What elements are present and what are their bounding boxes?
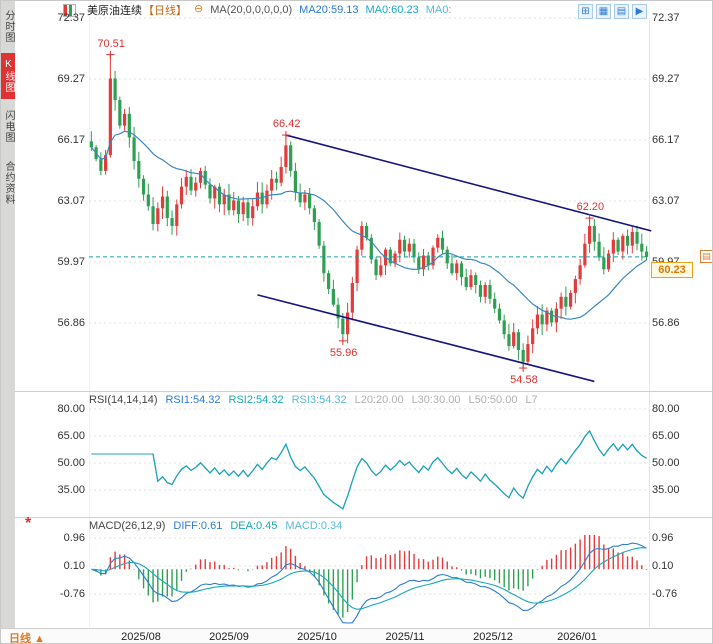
macd-axis-label: 0.10 xyxy=(63,560,85,572)
macd-axis-label: 0.96 xyxy=(652,532,674,544)
layout-panes-icon[interactable]: ▤ xyxy=(614,4,629,19)
rsi2-value: RSI2:54.32 xyxy=(228,394,284,406)
chart-header: 美原油连续 【日线】 ⊖ MA(20,0,0,0,0,0) MA20:59.13… xyxy=(87,3,452,17)
macd-axis-label: -0.76 xyxy=(652,588,678,600)
rsi-axis-label: 80.00 xyxy=(57,403,85,415)
toolbar: ⊞ ▦ ▤ ▶ xyxy=(578,4,647,19)
timeframe-icon[interactable]: ⊖ xyxy=(194,3,204,15)
rsi-axis-label: 35.00 xyxy=(652,484,680,496)
price-axis-label: 56.86 xyxy=(652,317,680,329)
rsi3-value: RSI3:54.32 xyxy=(291,394,347,406)
rsi-axis-label: 80.00 xyxy=(652,403,680,415)
price-axis-label: 63.07 xyxy=(57,195,85,207)
x-axis-label: 2025/10 xyxy=(297,631,337,643)
x-axis-label: 2026/01 xyxy=(557,631,597,643)
price-axis-label: 66.17 xyxy=(652,134,680,146)
ma0-empty: MA0: xyxy=(425,3,452,16)
diff-value: DIFF:0.61 xyxy=(173,520,223,532)
rsi-l30-label: L30:30.00 xyxy=(411,394,461,406)
rsi-l70-label: L7 xyxy=(525,394,538,406)
arrow-up-icon: ▲ xyxy=(34,633,45,644)
x-axis-label: 2025/08 xyxy=(121,631,161,643)
panel-separator[interactable] xyxy=(15,517,712,518)
rsi-axis-label: 35.00 xyxy=(57,484,85,496)
price-axis-label: 63.07 xyxy=(652,195,680,207)
price-axis-label: 69.27 xyxy=(652,73,680,85)
price-annotation: 66.42 xyxy=(272,118,301,131)
x-axis-bar xyxy=(1,628,712,643)
price-axis-label: 69.27 xyxy=(57,73,85,85)
ma0-value: MA0:60.23 xyxy=(365,3,419,16)
x-axis-label: 2025/09 xyxy=(209,631,249,643)
macd-value: MACD:0.34 xyxy=(285,520,343,532)
rsi-axis-label: 65.00 xyxy=(652,430,680,442)
sidebar-item-contract-info[interactable]: 合约资料 xyxy=(3,161,14,205)
panel-separator[interactable] xyxy=(15,391,712,392)
price-annotation: 54.58 xyxy=(510,374,538,387)
price-axis-label: 72.37 xyxy=(652,12,680,24)
sidebar-item-time-chart[interactable]: 分时图 xyxy=(3,9,14,43)
last-price-tag: 60.23 xyxy=(651,262,693,278)
rsi-axis-label: 50.00 xyxy=(57,457,85,469)
ma20-value: MA20:59.13 xyxy=(299,3,359,16)
price-annotation: 62.20 xyxy=(576,201,605,214)
sidebar: 分时图 K线图 闪电图 合约资料 xyxy=(1,1,15,628)
macd-header: MACD(26,12,9) DIFF:0.61 DEA:0.45 MACD:0.… xyxy=(89,520,342,532)
period-label: 日线 xyxy=(9,633,31,644)
dea-value: DEA:0.45 xyxy=(230,520,278,532)
instrument-icon[interactable] xyxy=(63,4,76,17)
price-axis-label: 59.97 xyxy=(57,256,85,268)
price-annotation: 70.51 xyxy=(97,37,125,50)
price-axis-label: 56.86 xyxy=(57,317,85,329)
macd-axis-label: 0.96 xyxy=(63,532,85,544)
macd-axis-label: 0.10 xyxy=(652,560,674,572)
x-axis-label: 2025/11 xyxy=(385,631,425,643)
sidebar-item-kline-chart[interactable]: K线图 xyxy=(1,53,15,99)
rsi-l20-label: L20:20.00 xyxy=(354,394,404,406)
rsi-header: RSI(14,14,14) RSI1:54.32 RSI2:54.32 RSI3… xyxy=(89,394,538,406)
rsi-axis-label: 65.00 xyxy=(57,430,85,442)
period-selector[interactable]: 日线 ▲ xyxy=(9,630,45,644)
macd-axis-label: -0.76 xyxy=(59,588,85,600)
price-axis-label: 72.37 xyxy=(57,12,85,24)
scale-settings-icon[interactable]: ▤ xyxy=(700,250,712,263)
ma-params-label: MA(20,0,0,0,0,0) xyxy=(210,3,293,16)
price-annotation: 55.96 xyxy=(329,346,358,359)
rsi1-value: RSI1:54.32 xyxy=(165,394,221,406)
layout-grid-icon[interactable]: ⊞ xyxy=(578,4,593,19)
macd-params-label: MACD(26,12,9) xyxy=(89,520,166,532)
price-axis-label: 66.17 xyxy=(57,134,85,146)
indicator-settings-icon[interactable]: * xyxy=(25,515,32,532)
rsi-axis-label: 50.00 xyxy=(652,457,680,469)
symbol-title: 美原油连续 xyxy=(87,4,142,17)
rsi-params-label: RSI(14,14,14) xyxy=(89,394,158,406)
x-axis-label: 2025/12 xyxy=(473,631,513,643)
play-forward-icon[interactable]: ▶ xyxy=(632,4,647,19)
layout-columns-icon[interactable]: ▦ xyxy=(596,4,611,19)
rsi-l50-label: L50:50.00 xyxy=(468,394,518,406)
sidebar-item-tick-chart[interactable]: 闪电图 xyxy=(3,109,14,143)
period-tag[interactable]: 【日线】 xyxy=(143,4,187,17)
